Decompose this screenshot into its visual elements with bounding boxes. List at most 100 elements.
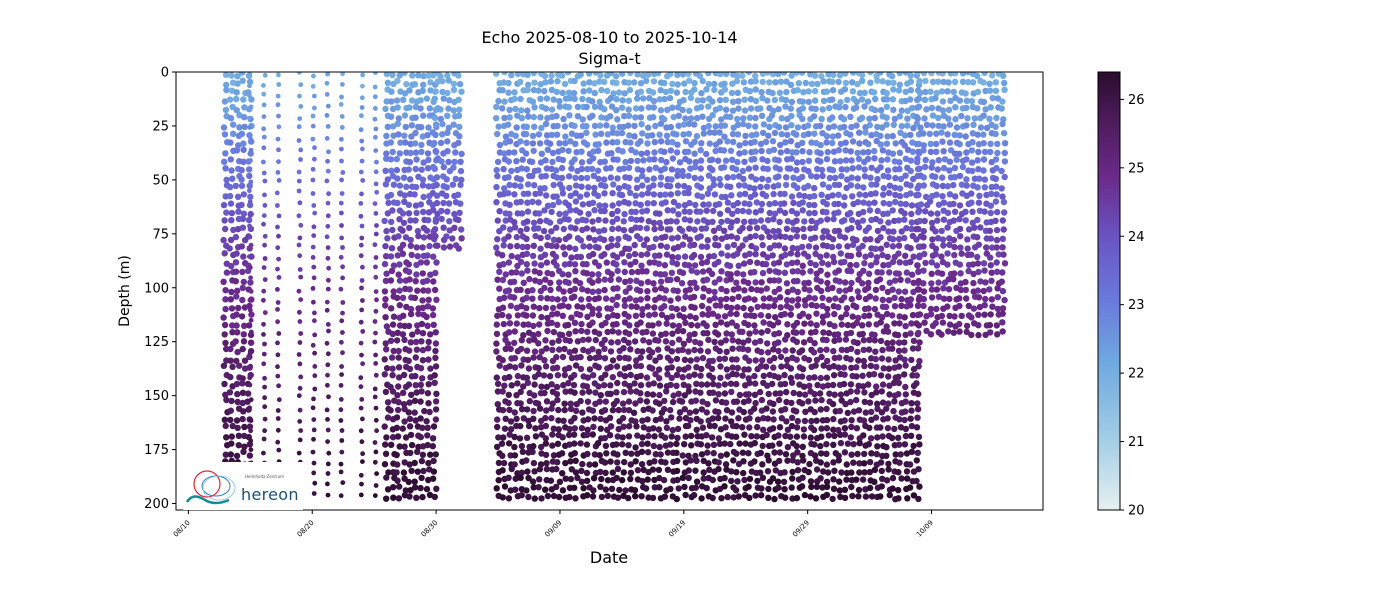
data-point — [811, 234, 819, 241]
data-point — [759, 269, 767, 277]
data-point — [451, 210, 458, 218]
data-point — [310, 123, 316, 129]
data-point — [685, 185, 692, 192]
data-point — [902, 322, 909, 330]
data-point — [389, 207, 396, 214]
data-point — [673, 276, 681, 283]
data-point — [883, 96, 891, 103]
data-point — [646, 259, 653, 266]
data-point — [705, 72, 712, 77]
data-point — [656, 375, 663, 382]
data-point — [456, 80, 464, 88]
data-point — [651, 484, 658, 491]
data-point — [733, 166, 740, 173]
data-point — [550, 181, 557, 189]
data-point — [401, 336, 408, 344]
data-point — [598, 493, 606, 501]
data-point — [261, 126, 267, 132]
data-point — [819, 130, 826, 137]
data-point — [703, 276, 711, 283]
data-point — [222, 287, 229, 294]
data-point — [607, 423, 615, 430]
data-point — [381, 371, 388, 378]
data-point — [964, 245, 971, 252]
data-point — [825, 329, 833, 337]
data-point — [916, 217, 923, 225]
data-point — [682, 459, 689, 466]
data-point — [915, 140, 923, 148]
data-point — [763, 431, 770, 439]
data-point — [275, 364, 280, 370]
data-point — [787, 165, 794, 172]
data-point — [553, 483, 560, 491]
data-point — [759, 442, 766, 450]
data-point — [766, 267, 773, 274]
data-point — [505, 474, 512, 481]
data-point — [902, 72, 909, 76]
data-point — [596, 78, 603, 85]
data-point — [616, 371, 624, 378]
data-point — [506, 210, 513, 218]
data-point — [784, 426, 792, 433]
data-point — [562, 475, 569, 482]
data-point — [932, 140, 940, 148]
data-point — [837, 493, 844, 501]
data-point — [413, 346, 421, 353]
data-point — [928, 104, 936, 112]
data-point — [724, 493, 731, 501]
data-point — [874, 227, 882, 235]
data-point — [613, 107, 620, 114]
data-point — [873, 363, 880, 371]
data-point — [523, 235, 530, 242]
data-point — [232, 338, 239, 345]
data-point — [706, 297, 713, 304]
data-point — [746, 250, 753, 257]
data-point — [566, 493, 573, 501]
data-point — [734, 121, 742, 128]
data-point — [340, 275, 345, 281]
data-point — [762, 138, 770, 146]
data-point — [372, 319, 378, 324]
data-point — [506, 363, 513, 370]
data-point — [614, 156, 621, 163]
data-point — [340, 480, 346, 485]
data-point — [601, 407, 609, 414]
data-point — [927, 331, 935, 338]
data-point — [790, 199, 797, 207]
data-point — [584, 313, 591, 320]
data-point — [799, 269, 806, 276]
data-point — [311, 233, 317, 239]
data-point — [247, 307, 253, 313]
data-point — [518, 165, 525, 172]
data-point — [830, 476, 837, 483]
data-point — [829, 114, 836, 121]
data-point — [248, 289, 254, 294]
data-point — [562, 133, 569, 140]
data-point — [769, 72, 777, 78]
data-point — [228, 305, 236, 312]
data-point — [836, 287, 843, 294]
data-point — [399, 331, 407, 338]
data-point — [607, 348, 615, 355]
data-point — [907, 131, 914, 139]
data-point — [543, 345, 550, 352]
data-point — [359, 158, 365, 164]
data-point — [741, 182, 748, 189]
data-point — [394, 406, 402, 414]
data-point — [412, 149, 420, 156]
data-point — [693, 133, 701, 140]
data-point — [417, 201, 425, 208]
data-point — [824, 271, 831, 278]
data-point — [409, 72, 416, 79]
data-point — [506, 181, 513, 189]
data-point — [798, 347, 806, 354]
data-point — [413, 389, 420, 396]
data-point — [748, 433, 755, 440]
data-point — [544, 492, 552, 500]
data-point — [674, 327, 682, 335]
data-point — [775, 396, 783, 404]
data-point — [261, 170, 267, 176]
data-point — [494, 401, 501, 408]
data-point — [788, 207, 796, 215]
data-point — [817, 217, 824, 224]
